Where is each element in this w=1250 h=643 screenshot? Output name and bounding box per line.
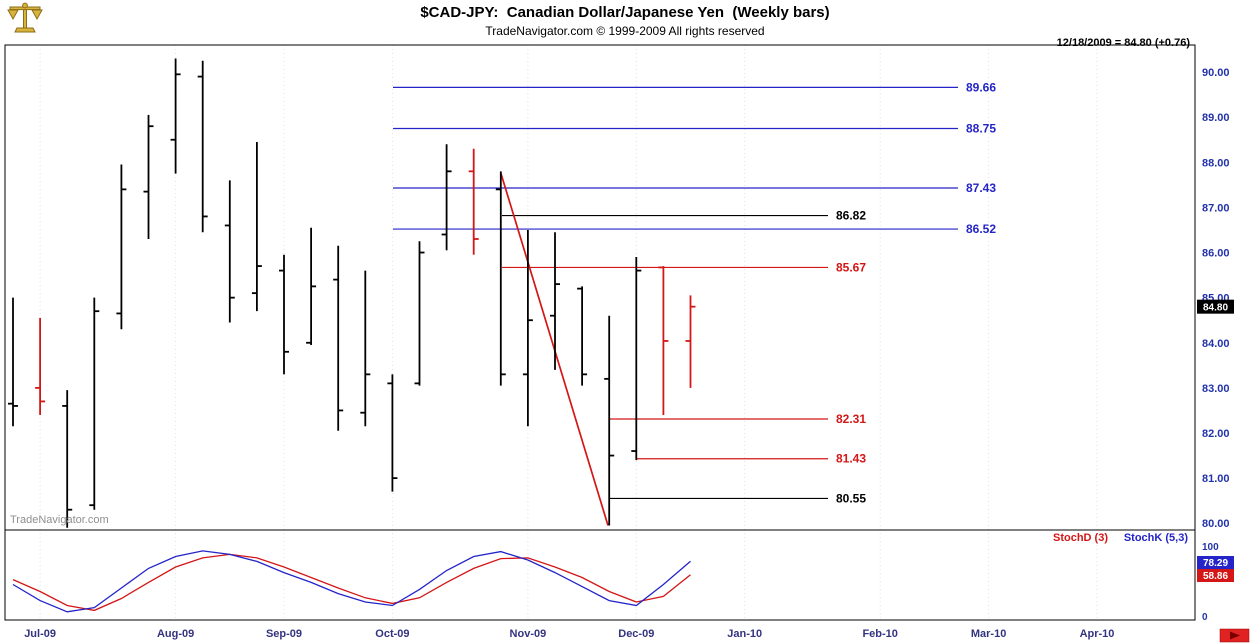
price-level-label: 86.52 (966, 222, 996, 236)
x-axis-label: Dec-09 (618, 628, 654, 640)
stoch-d-badge (1197, 569, 1234, 582)
stoch-axis-label: 100 (1202, 542, 1219, 553)
x-axis-label: Apr-10 (1080, 628, 1115, 640)
price-level-label: 82.31 (836, 412, 866, 426)
scroll-right-arrow-icon (1230, 631, 1240, 640)
stoch-k-line (12, 550, 691, 613)
stoch-d-title: StochD (3) (1053, 532, 1108, 544)
y-axis-label: 88.00 (1202, 157, 1230, 169)
y-axis-label: 80.00 (1202, 518, 1230, 530)
copyright-text: TradeNavigator.com © 1999-2009 All right… (485, 24, 765, 38)
x-axis-label: Sep-09 (266, 628, 302, 640)
stoch-axis-label: 0 (1202, 612, 1208, 623)
stoch-d-line (12, 553, 691, 612)
y-axis-label: 89.00 (1202, 112, 1230, 124)
y-axis-label: 81.00 (1202, 473, 1230, 485)
last-price-value: 84.80 (1203, 303, 1228, 314)
x-axis-label: Oct-09 (375, 628, 409, 640)
x-axis-label: Nov-09 (510, 628, 547, 640)
stoch-panel-border (4, 529, 1196, 621)
last-quote-readout: 12/18/2009 = 84.80 (+0.76) (1056, 37, 1190, 49)
last-price-badge (1197, 299, 1234, 314)
y-axis-label: 86.00 (1202, 248, 1230, 260)
price-level-label: 89.66 (966, 80, 996, 94)
price-level-label: 85.67 (836, 260, 866, 274)
y-axis-label: 82.00 (1202, 428, 1230, 440)
scales-icon (7, 2, 43, 33)
x-axis-label: Jan-10 (727, 628, 762, 640)
x-axis-label: Mar-10 (971, 628, 1006, 640)
price-panel-border (4, 44, 1196, 531)
stoch-d-value: 58.86 (1203, 571, 1228, 582)
y-axis-label: 84.00 (1202, 338, 1230, 350)
stoch-k-badge (1197, 556, 1234, 569)
price-level-label: 87.43 (966, 181, 996, 195)
stoch-k-value: 78.29 (1203, 558, 1228, 569)
stoch-k-title: StochK (5,3) (1124, 532, 1189, 544)
price-level-label: 80.55 (836, 491, 866, 505)
price-level-label: 81.43 (836, 452, 866, 466)
watermark: TradeNavigator.com (10, 514, 109, 526)
price-level-label: 88.75 (966, 121, 996, 135)
x-axis-label: Aug-09 (157, 628, 194, 640)
y-axis-label: 87.00 (1202, 202, 1230, 214)
x-axis-label: Jul-09 (24, 628, 56, 640)
x-axis-label: Feb-10 (862, 628, 897, 640)
price-level-label: 86.82 (836, 209, 866, 223)
chart-title: $CAD-JPY: Canadian Dollar/Japanese Yen (… (420, 4, 830, 21)
trade-navigator-logo (6, 2, 44, 34)
y-axis-label: 90.00 (1202, 67, 1230, 79)
y-axis-label: 83.00 (1202, 383, 1230, 395)
